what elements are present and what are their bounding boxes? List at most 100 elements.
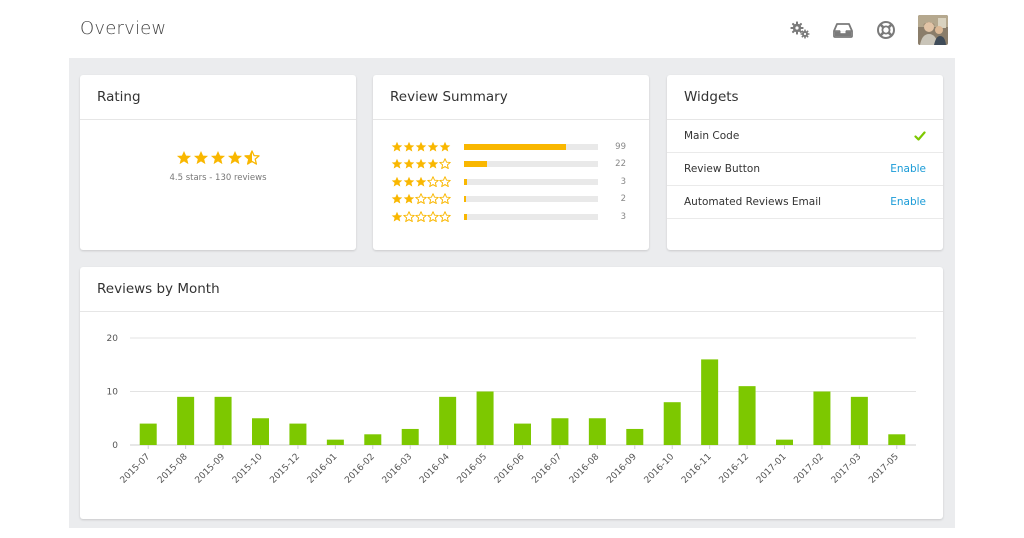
enable-automated-email-link[interactable]: Enable: [890, 196, 926, 208]
bar-2016-09[interactable]: [626, 428, 644, 445]
summary-row-5-stars: 99: [391, 138, 631, 156]
summary-stars: [391, 193, 456, 205]
summary-stars: [391, 158, 456, 170]
star-empty-icon: [439, 175, 451, 187]
rating-body: 4.5 stars - 130 reviews: [80, 150, 356, 183]
star-full-icon: [403, 176, 415, 187]
bar-2016-11[interactable]: [701, 359, 719, 445]
summary-row-2-stars: 2: [391, 191, 631, 209]
star-empty-icon: [415, 193, 427, 205]
star-empty-icon: [415, 210, 427, 222]
summary-bar-fill: [464, 178, 468, 185]
star-empty-icon: [427, 175, 439, 187]
star-full-icon: [210, 150, 226, 165]
summary-bar-track: [464, 178, 598, 185]
star-empty-icon: [439, 210, 451, 222]
bar-2016-05[interactable]: [476, 391, 494, 446]
bar-2015-07[interactable]: [139, 423, 157, 445]
review-summary-rows: 99 22 3 2 3: [391, 138, 631, 226]
star-full-icon: [403, 193, 415, 204]
summary-bar-track: [464, 161, 598, 168]
x-tick-label: 2016-04: [418, 452, 452, 486]
star-full-icon: [227, 150, 243, 165]
y-tick-label: 10: [107, 388, 119, 398]
help-lifebuoy-icon[interactable]: [875, 19, 897, 41]
star-full-icon: [427, 158, 439, 169]
bar-2016-04[interactable]: [439, 396, 457, 445]
reviews-by-month-card: Reviews by Month 0 10 20 2015-07 2015-08 2015…: [80, 267, 943, 519]
x-tick-label: 2016-05: [456, 452, 490, 486]
x-tick-label: 2016-07: [530, 452, 564, 486]
summary-bar-track: [464, 196, 598, 203]
star-empty-icon: [439, 158, 451, 170]
summary-bar-fill: [464, 161, 487, 168]
bar-2015-12[interactable]: [289, 423, 307, 445]
summary-count: 3: [620, 211, 626, 222]
star-empty-icon: [439, 193, 451, 205]
x-tick-label: 2016-08: [568, 452, 602, 486]
widget-label: Automated Reviews Email: [684, 196, 822, 208]
bar-2017-02[interactable]: [813, 391, 831, 446]
widgets-card: Widgets Main Code Review Button Enable A…: [667, 75, 943, 250]
rating-card: Rating 4.5 stars - 130 reviews: [80, 75, 356, 250]
star-empty-icon: [427, 210, 439, 222]
summary-bar-fill: [464, 143, 567, 150]
x-tick-label: 2015-10: [231, 452, 265, 486]
widget-label: Main Code: [684, 130, 740, 142]
star-full-icon: [193, 150, 209, 165]
bar-2017-03[interactable]: [850, 396, 868, 445]
review-summary-card: Review Summary 99 22 3 2 3: [373, 75, 649, 250]
top-bar: Overview: [0, 0, 1024, 58]
widget-label: Review Button: [684, 163, 760, 175]
star-empty-icon: [427, 193, 439, 205]
widget-row-automated-email: Automated Reviews Email Enable: [667, 186, 943, 219]
rating-stars: [176, 150, 260, 166]
summary-bar-track: [464, 213, 598, 220]
bar-2015-10[interactable]: [252, 418, 269, 445]
x-tick-label: 2016-11: [680, 452, 714, 486]
summary-row-1-stars: 3: [391, 208, 631, 226]
enable-review-button-link[interactable]: Enable: [890, 163, 926, 175]
bar-2016-07[interactable]: [551, 418, 569, 445]
x-tick-label: 2015-09: [194, 452, 228, 486]
summary-bar-track: [464, 143, 598, 150]
bar-2015-09[interactable]: [214, 396, 232, 445]
bar-2016-01[interactable]: [326, 439, 344, 445]
star-full-icon: [403, 141, 415, 152]
bar-2017-01[interactable]: [776, 439, 793, 445]
bar-2017-05[interactable]: [888, 434, 906, 445]
star-full-icon: [415, 141, 427, 152]
x-tick-label: 2016-09: [605, 452, 639, 486]
y-tick-label: 20: [107, 334, 119, 344]
star-half-icon: [244, 150, 260, 165]
star-full-icon: [391, 176, 403, 187]
rating-card-title: Rating: [80, 75, 356, 120]
x-tick-label: 2017-03: [830, 452, 864, 486]
bar-2016-02[interactable]: [364, 434, 382, 445]
summary-count: 22: [615, 159, 626, 170]
bar-2016-06[interactable]: [514, 423, 531, 445]
widgets-title: Widgets: [667, 75, 943, 120]
bar-2016-10[interactable]: [663, 402, 681, 445]
bar-2016-08[interactable]: [588, 418, 606, 445]
inbox-icon[interactable]: [832, 19, 854, 41]
star-full-icon: [415, 158, 427, 169]
x-tick-label: 2016-06: [493, 452, 527, 486]
x-tick-label: 2016-12: [718, 452, 752, 486]
bar-2016-12[interactable]: [738, 386, 756, 445]
x-tick-label: 2016-02: [343, 452, 377, 486]
summary-count: 99: [615, 141, 626, 152]
reviews-by-month-chart: 0 10 20 2015-07 2015-08 2015-09 2015-10 2015-12…: [107, 334, 916, 486]
x-tick-label: 2017-02: [792, 452, 826, 486]
star-full-icon: [391, 141, 403, 152]
summary-stars: [391, 141, 456, 153]
bar-2015-08[interactable]: [177, 396, 195, 445]
bar-2016-03[interactable]: [401, 428, 419, 445]
gears-icon[interactable]: [789, 19, 811, 41]
x-tick-label: 2016-01: [306, 452, 340, 486]
user-avatar[interactable]: [918, 15, 948, 45]
widget-row-review-button: Review Button Enable: [667, 153, 943, 186]
reviews-by-month-title: Reviews by Month: [80, 267, 943, 312]
summary-row-4-stars: 22: [391, 156, 631, 174]
summary-bar-fill: [464, 213, 468, 220]
